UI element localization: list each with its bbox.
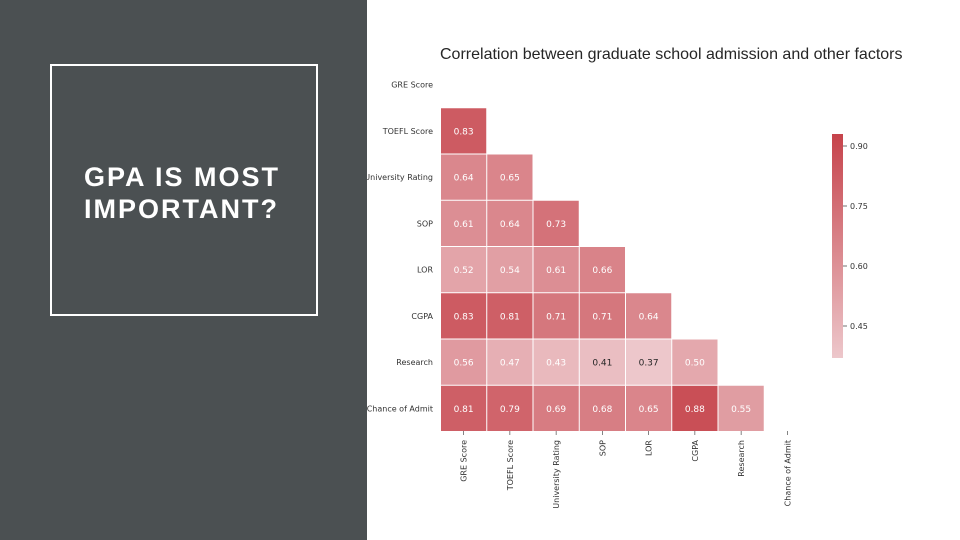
cell-value-label: 0.43 xyxy=(546,359,566,369)
heatmap-cell xyxy=(441,108,487,154)
cell-value-label: 0.73 xyxy=(546,220,566,230)
cell-value-label: 0.64 xyxy=(454,174,474,184)
slide-title: GPA IS MOST IMPORTANT? xyxy=(84,162,281,224)
heatmap-cell xyxy=(441,200,487,246)
cell-value-label: 0.71 xyxy=(592,312,612,322)
x-tick-label: University Rating xyxy=(552,440,561,509)
heatmap-cell xyxy=(579,247,625,293)
cell-value-label: 0.83 xyxy=(454,127,474,137)
y-tick-label: TOEFL Score xyxy=(382,127,433,136)
cell-value-label: 0.79 xyxy=(500,405,520,415)
cell-value-label: 0.71 xyxy=(546,312,566,322)
heatmap-cell xyxy=(626,293,672,339)
cell-value-label: 0.81 xyxy=(500,312,520,322)
y-tick-label: Research xyxy=(396,358,433,367)
cell-value-label: 0.69 xyxy=(546,405,566,415)
colorbar-tick-label: 0.45 xyxy=(850,322,868,331)
heatmap-cell xyxy=(533,247,579,293)
chart-area: Correlation between graduate school admi… xyxy=(367,0,960,540)
cell-value-label: 0.61 xyxy=(454,220,474,230)
x-tick-label: CGPA xyxy=(691,439,700,461)
cell-value-label: 0.83 xyxy=(454,312,474,322)
cell-value-label: 0.50 xyxy=(685,359,705,369)
chart-title: Correlation between graduate school admi… xyxy=(440,46,903,63)
heatmap-cell xyxy=(579,385,625,431)
y-tick-label: SOP xyxy=(417,219,433,228)
heatmap-cell xyxy=(533,293,579,339)
colorbar-tick-label: 0.75 xyxy=(850,202,868,211)
heatmap-cell xyxy=(441,293,487,339)
y-tick-label: Chance of Admit xyxy=(367,404,433,413)
title-panel: GPA IS MOST IMPORTANT? xyxy=(0,0,367,540)
heatmap-cell xyxy=(441,339,487,385)
heatmap-cell xyxy=(626,339,672,385)
heatmap-cell xyxy=(579,293,625,339)
cell-value-label: 0.55 xyxy=(731,405,751,415)
cell-value-label: 0.52 xyxy=(454,266,474,276)
heatmap-cell xyxy=(487,385,533,431)
colorbar-tick-label: 0.60 xyxy=(850,262,868,271)
heatmap-cell xyxy=(579,339,625,385)
cell-value-label: 0.37 xyxy=(639,359,659,369)
y-tick-label: CGPA xyxy=(411,312,433,321)
heatmap-cell xyxy=(533,200,579,246)
colorbar xyxy=(832,134,843,358)
x-tick-label: TOEFL Score xyxy=(506,440,515,491)
heatmap-cell xyxy=(533,339,579,385)
x-tick-label: LOR xyxy=(645,440,654,456)
heatmap-cell xyxy=(626,385,672,431)
cell-value-label: 0.54 xyxy=(500,266,520,276)
y-tick-label: University Rating xyxy=(367,173,433,182)
y-tick-label: LOR xyxy=(417,266,433,275)
heatmap-cell xyxy=(487,247,533,293)
colorbar-tick-label: 0.90 xyxy=(850,142,868,151)
cell-value-label: 0.64 xyxy=(500,220,520,230)
heatmap-cell xyxy=(441,385,487,431)
heatmap-cell xyxy=(441,154,487,200)
cell-value-label: 0.47 xyxy=(500,359,520,369)
cell-value-label: 0.81 xyxy=(454,405,474,415)
cell-value-label: 0.65 xyxy=(639,405,659,415)
cell-value-label: 0.41 xyxy=(592,359,612,369)
heatmap-cell xyxy=(487,339,533,385)
cell-value-label: 0.65 xyxy=(500,174,520,184)
cell-value-label: 0.66 xyxy=(592,266,612,276)
heatmap-cell xyxy=(487,200,533,246)
x-tick-label: SOP xyxy=(598,440,607,456)
cell-value-label: 0.61 xyxy=(546,266,566,276)
cell-value-label: 0.56 xyxy=(454,359,474,369)
x-tick-label: GRE Score xyxy=(460,440,469,482)
x-tick-label: Research xyxy=(737,440,746,477)
heatmap-cell xyxy=(441,247,487,293)
x-tick-label: Chance of Admit xyxy=(783,440,792,506)
cell-value-label: 0.88 xyxy=(685,405,705,415)
cell-value-label: 0.64 xyxy=(639,312,659,322)
y-tick-label: GRE Score xyxy=(391,81,433,90)
correlation-heatmap: 0.83 0.64 0.65 0.61 0.64 0.73 0.52 0.54 0.61 0.66… xyxy=(367,81,868,509)
heatmap-cell xyxy=(487,154,533,200)
heatmap-cell xyxy=(533,385,579,431)
cell-value-label: 0.68 xyxy=(592,405,612,415)
heatmap-cell xyxy=(718,385,764,431)
heatmap-cell xyxy=(487,293,533,339)
heatmap-cell xyxy=(672,339,718,385)
heatmap-cell xyxy=(672,385,718,431)
title-frame: GPA IS MOST IMPORTANT? xyxy=(50,64,318,316)
